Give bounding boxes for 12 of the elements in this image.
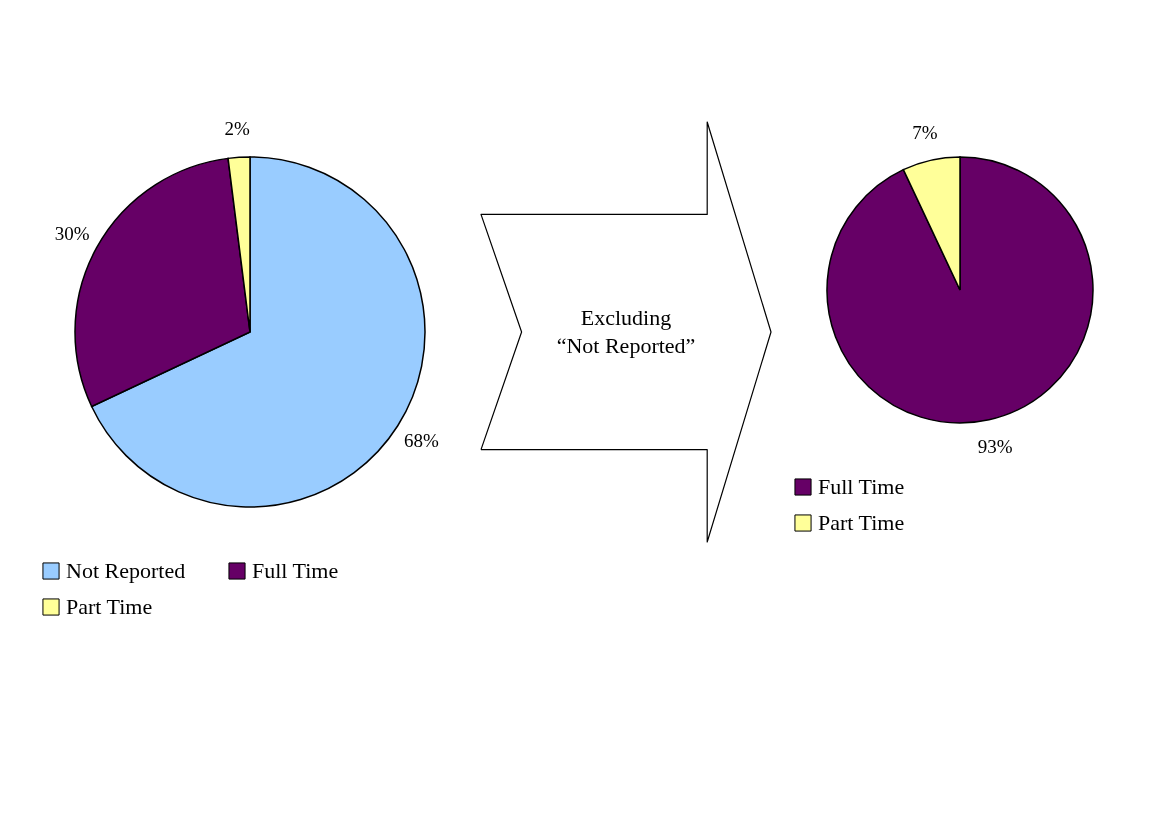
legend-label: Full Time [252, 558, 339, 583]
data-label: 93% [977, 436, 1013, 458]
data-label: 30% [54, 223, 90, 245]
pie-slice [826, 156, 1094, 424]
text: Excluding “Not Reported” [556, 305, 696, 358]
data-label: 68% [403, 429, 439, 451]
legend-label: Part Time [66, 594, 153, 619]
data-label: 7% [912, 121, 938, 143]
legend-label: Full Time [818, 474, 905, 499]
data-label: 2% [224, 118, 251, 140]
legend-label: Not Reported [66, 558, 186, 583]
legend-label: Part Time [818, 510, 905, 535]
